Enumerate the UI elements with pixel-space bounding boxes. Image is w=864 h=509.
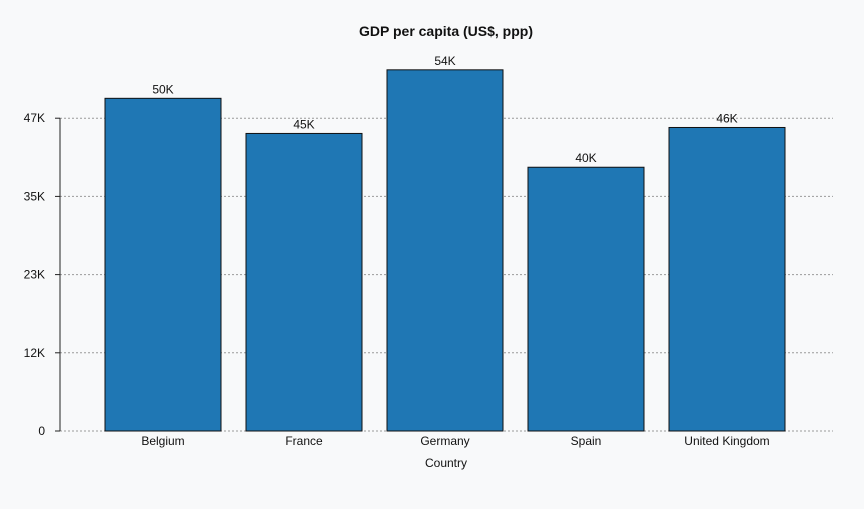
bar-value-label: 45K [293,117,314,131]
x-tick-label: Belgium [141,434,184,448]
bar-value-label: 54K [434,54,455,68]
y-axis: 0 12K 23K 35K 47K [24,111,61,438]
bar-value-label: 50K [152,82,173,96]
x-axis-label: Country [425,456,467,470]
x-tick-label: United Kingdom [684,434,769,448]
bar [104,97,222,432]
bar-value-label: 40K [575,151,596,165]
bar [527,166,645,432]
bar [386,69,504,432]
x-tick-label: Germany [420,434,469,448]
bars [104,69,786,432]
y-tick-label: 35K [24,189,45,203]
y-tick-label: 47K [24,111,45,125]
y-tick-label: 12K [24,346,45,360]
x-tick-label: France [285,434,323,448]
data-labels: 50K 45K 54K 40K 46K [152,54,737,165]
x-axis: Belgium France Germany Spain United Kingdom [141,434,769,448]
bar [668,126,786,432]
bar-value-label: 46K [716,111,737,125]
chart-title: GDP per capita (US$, ppp) [359,23,533,39]
y-tick-label: 23K [24,268,45,282]
bar [245,132,363,432]
x-tick-label: Spain [571,434,602,448]
y-tick-label: 0 [38,424,45,438]
